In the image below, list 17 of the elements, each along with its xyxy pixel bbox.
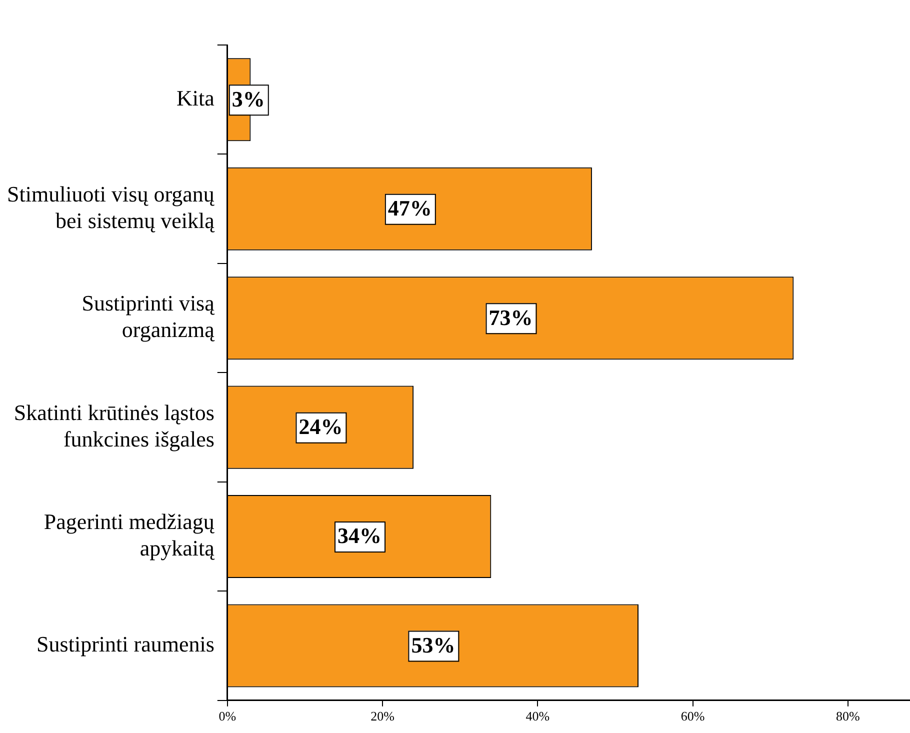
data-label: 53% (411, 632, 456, 658)
x-tick-label: 80% (836, 708, 860, 724)
y-tick-label: Sustiprinti raumenis (36, 632, 214, 657)
x-tick-label: 20% (370, 708, 395, 724)
x-tick-label: 60% (680, 708, 705, 724)
data-label: 34% (338, 523, 382, 548)
y-tick-label: Sustiprinti visą organizmą (82, 290, 215, 342)
data-label: 73% (488, 304, 533, 330)
y-tick-label: Stimuliuoti visų organų bei sistemų veiklą (7, 181, 215, 233)
data-label: 3% (232, 86, 265, 112)
data-label: 24% (298, 414, 343, 440)
data-label: 47% (388, 196, 432, 221)
y-tick-label: Pagerinti medžiagų apykaitą (44, 509, 215, 561)
x-tick-label: 40% (526, 708, 550, 724)
x-tick-label: 0% (218, 708, 236, 724)
y-tick-label: Kita (176, 85, 215, 110)
y-tick-label: Skatinti krūtinės ląstos funkcines išgales (14, 400, 214, 452)
